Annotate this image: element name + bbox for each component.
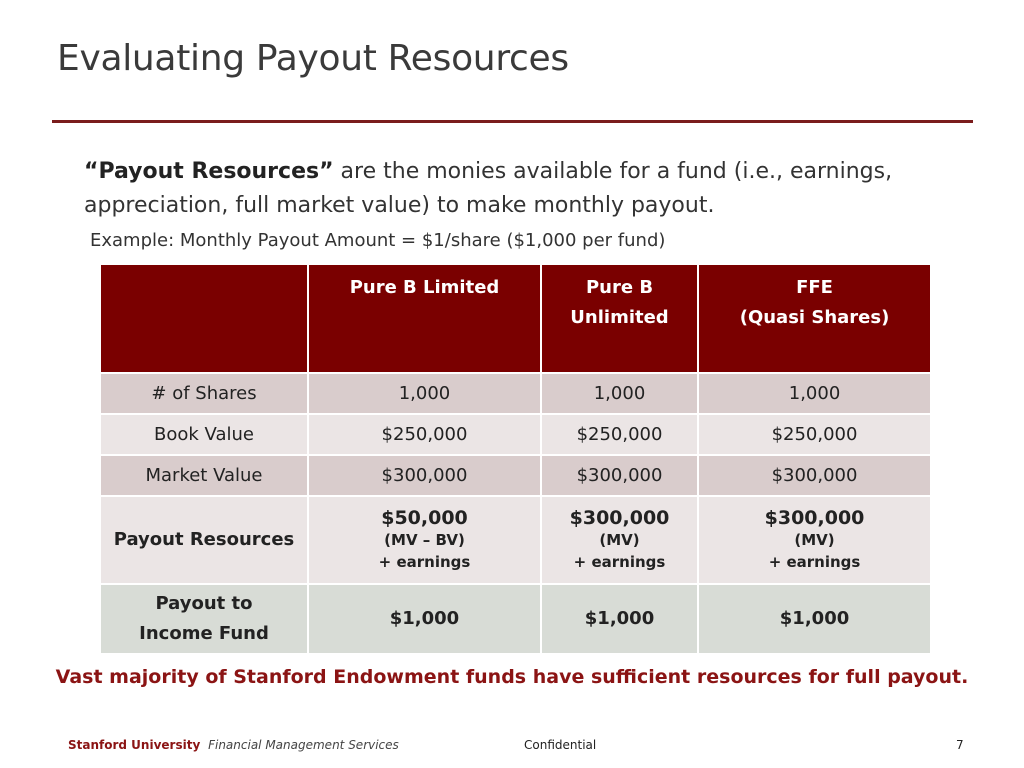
row-label: Payout Resources [101,497,307,583]
table-cell: $250,000 [541,415,698,454]
table-cell: $300,000 [699,456,930,495]
header-line: Pure B [585,277,654,298]
example-text: Example: Monthly Payout Amount = $1/shar… [90,230,666,251]
resource-basis: (MV) [599,531,640,549]
row-label: Payout to Income Fund [101,585,307,653]
header-ffe: FFE (Quasi Shares) [699,265,930,372]
table-row-book-value: Book Value $250,000 $250,000 $250,000 [101,415,930,454]
table-row-payout-income: Payout to Income Fund $1,000 $1,000 $1,0… [101,585,930,653]
table-cell: 1,000 [309,374,540,413]
footer-confidential: Confidential [524,738,597,752]
title-divider [52,120,973,123]
table-row-payout-resources: Payout Resources $50,000 (MV – BV) + ear… [101,497,930,583]
table-cell: $50,000 (MV – BV) + earnings [309,497,540,583]
resource-extra: + earnings [573,553,666,571]
table-cell: $300,000 [541,456,698,495]
callout-text: Vast majority of Stanford Endowment fund… [55,666,969,688]
footer-brand: Stanford University Financial Management… [68,738,399,752]
header-pure-b-unlimited: Pure B Unlimited [541,265,698,372]
resource-extra: + earnings [768,553,861,571]
table-cell: $1,000 [309,585,540,653]
header-line: (Quasi Shares) [739,307,890,328]
row-label: Book Value [101,415,307,454]
table-cell: $250,000 [309,415,540,454]
header-line: Pure B Limited [349,277,500,298]
table-cell: 1,000 [541,374,698,413]
table-cell: $1,000 [541,585,698,653]
resource-basis: (MV) [794,531,835,549]
row-label: Market Value [101,456,307,495]
row-label-line: Income Fund [139,623,269,644]
header-blank [101,265,307,372]
row-label-text: Payout Resources [113,529,295,550]
table-row-market-value: Market Value $300,000 $300,000 $300,000 [101,456,930,495]
slide-title: Evaluating Payout Resources [57,38,569,79]
intro-definition: are the monies available for a fund (i.e… [84,159,893,218]
resource-extra: + earnings [378,553,471,571]
table-cell: $250,000 [699,415,930,454]
intro-paragraph: “Payout Resources” are the monies availa… [84,155,964,223]
resource-amount: $300,000 [569,507,670,529]
row-label: # of Shares [101,374,307,413]
resource-basis: (MV – BV) [384,531,465,549]
intro-term: “Payout Resources” [84,159,334,184]
table-row-shares: # of Shares 1,000 1,000 1,000 [101,374,930,413]
table-cell: $300,000 (MV) + earnings [699,497,930,583]
footer-university: Stanford University [68,738,201,752]
header-pure-b-limited: Pure B Limited [309,265,540,372]
header-line: FFE [796,277,833,298]
header-line: Unlimited [570,307,669,328]
footer-department: Financial Management Services [208,738,399,752]
resource-amount: $300,000 [764,507,865,529]
table-header-row: Pure B Limited Pure B Unlimited FFE (Qua… [101,265,930,372]
table-cell: $300,000 (MV) + earnings [541,497,698,583]
resource-amount: $50,000 [381,507,468,529]
row-label-line: Payout to [155,593,253,614]
payout-table: Pure B Limited Pure B Unlimited FFE (Qua… [99,263,932,655]
table-cell: $300,000 [309,456,540,495]
page-number: 7 [956,738,964,752]
table-cell: 1,000 [699,374,930,413]
table-cell: $1,000 [699,585,930,653]
